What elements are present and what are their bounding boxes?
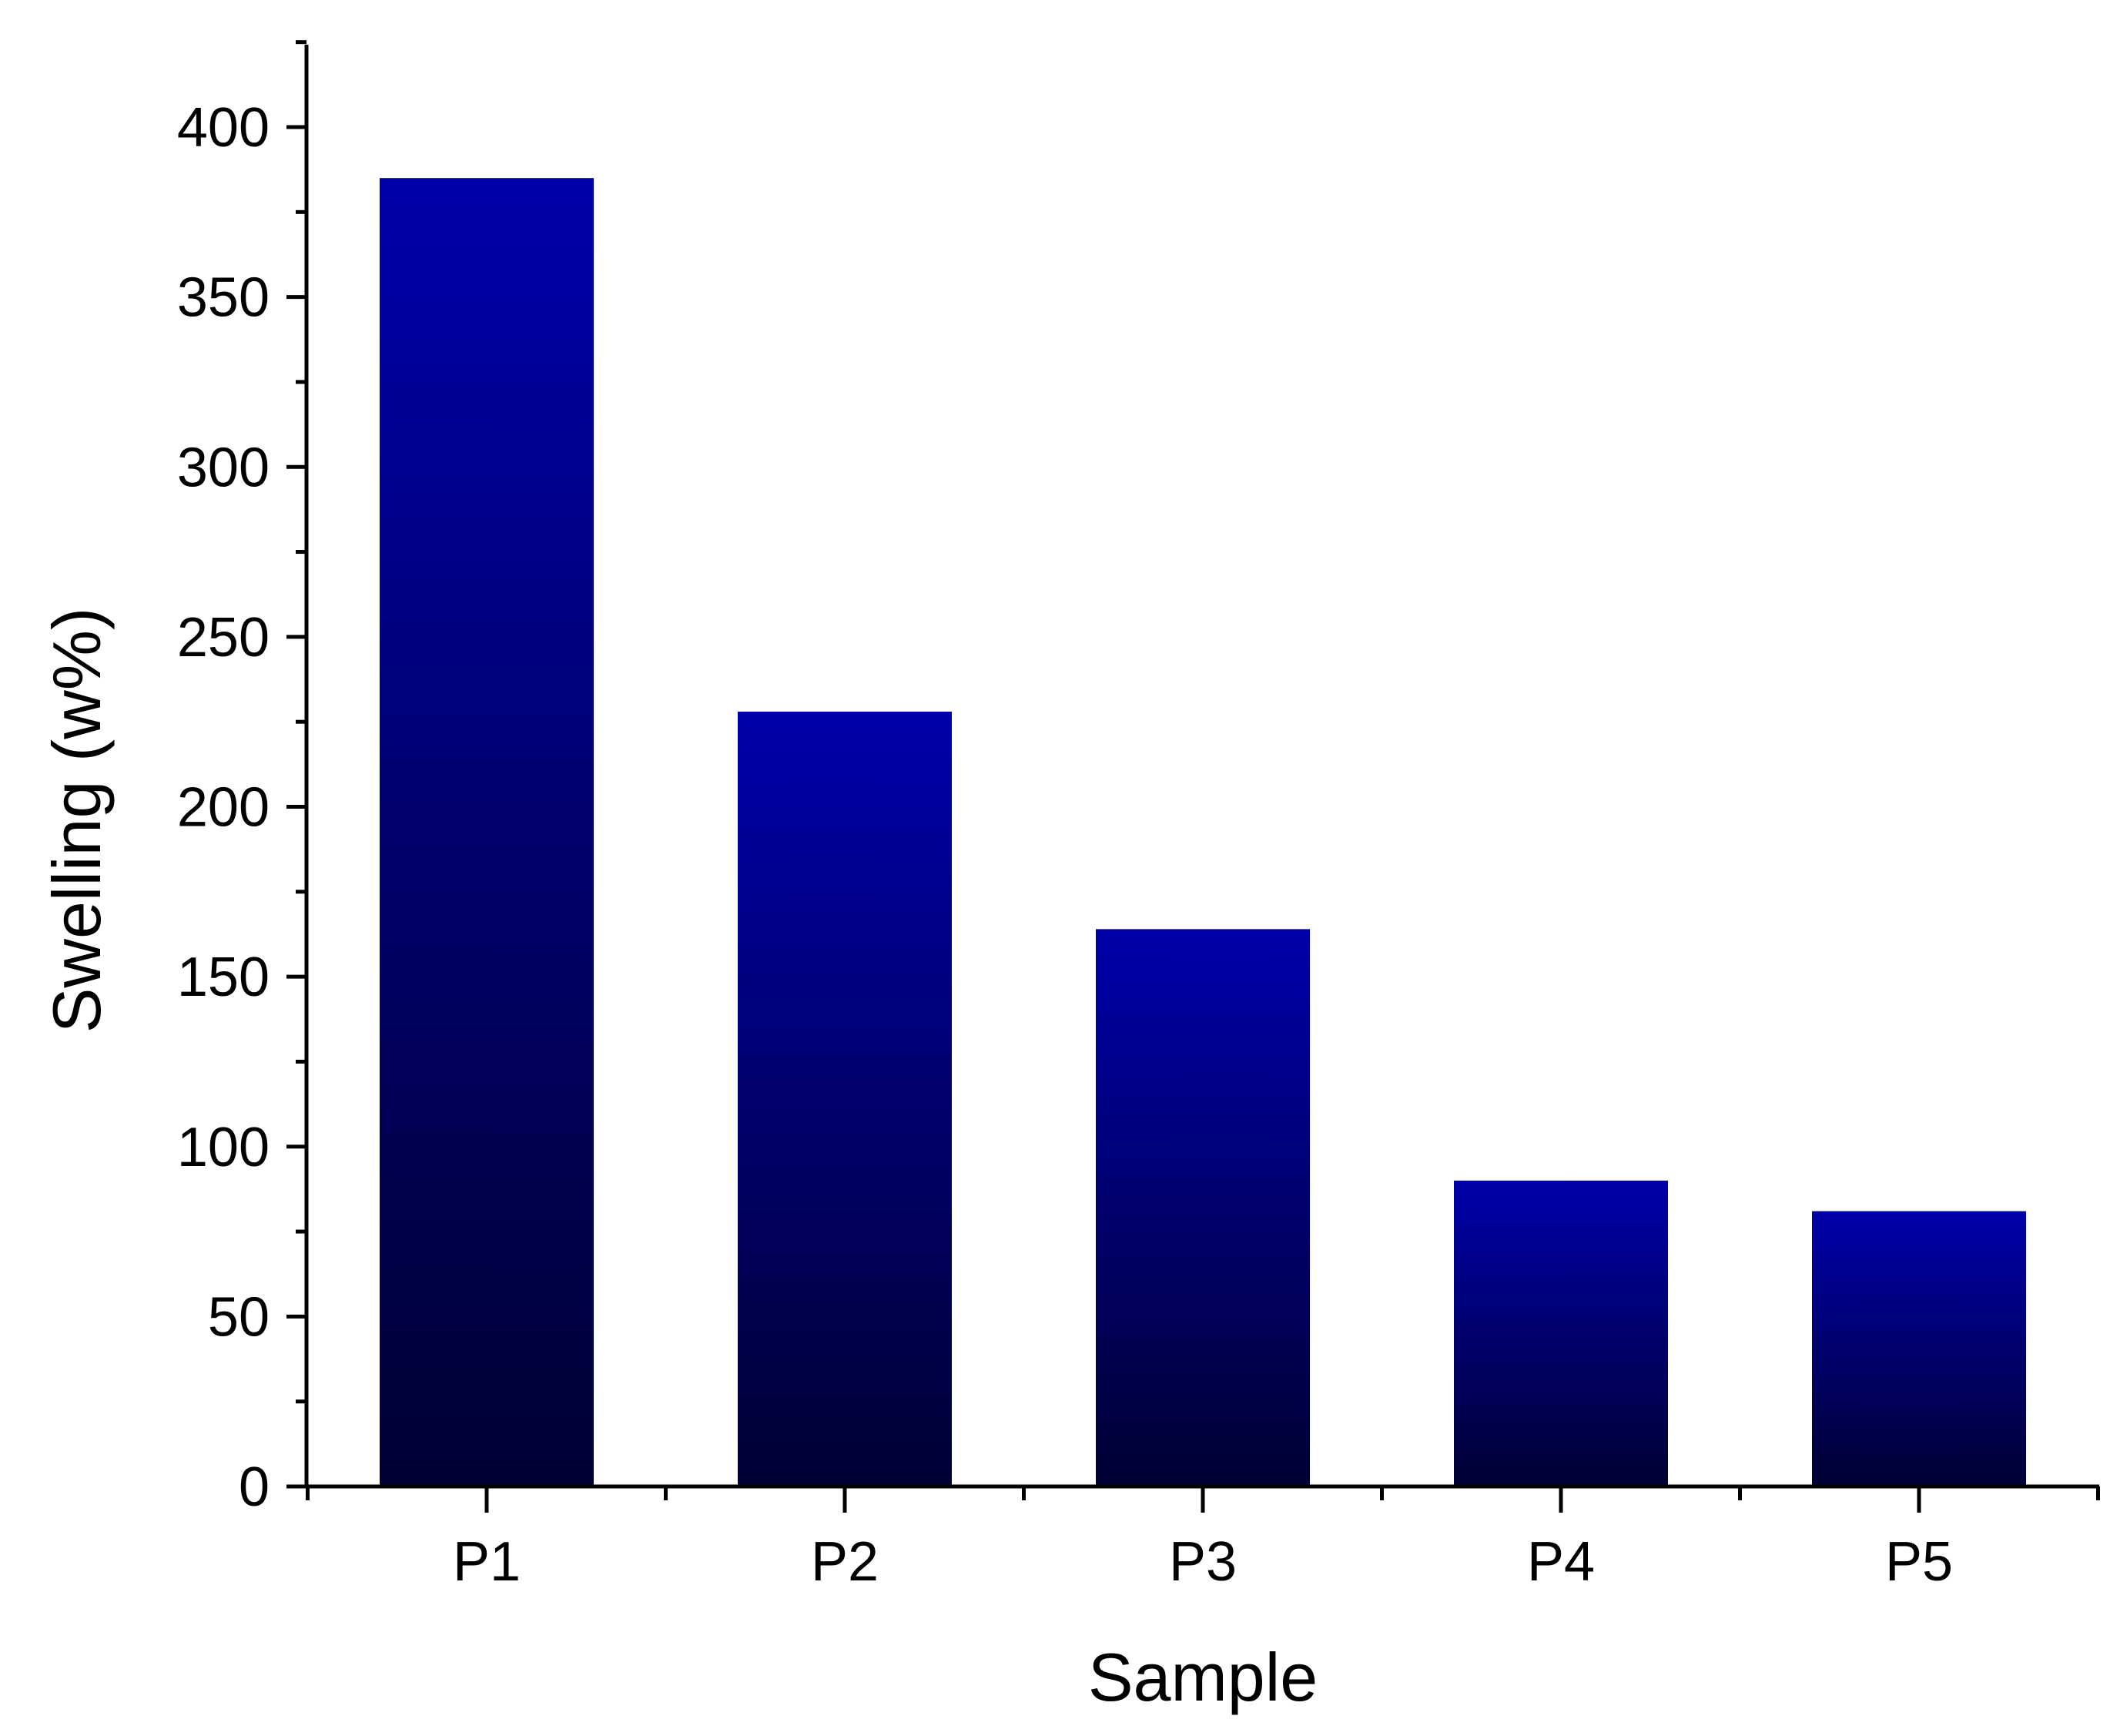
x-axis-title: Sample <box>1088 1639 1318 1715</box>
y-tick-label: 100 <box>177 1117 270 1178</box>
x-tick-label-p4: P4 <box>1527 1531 1595 1593</box>
bar-p4 <box>1454 1180 1668 1486</box>
y-axis-title: Swelling (w%) <box>39 608 115 1034</box>
bar-p3 <box>1096 929 1310 1486</box>
bars-group <box>380 178 2026 1486</box>
x-tick-label-p5: P5 <box>1885 1531 1953 1593</box>
y-tick-label: 150 <box>177 947 270 1008</box>
y-tick-label: 250 <box>177 607 270 669</box>
y-tick-label: 300 <box>177 437 270 498</box>
y-ticks-group: 0 50 100 150 200 250 300 350 400 <box>177 40 306 1518</box>
y-tick-label: 400 <box>177 97 270 159</box>
bar-p1 <box>380 178 594 1486</box>
bar-p5 <box>1812 1211 2026 1486</box>
y-tick-label: 0 <box>239 1456 270 1518</box>
y-tick-label: 200 <box>177 777 270 839</box>
x-ticks-group: P1 P2 P3 P4 P5 <box>306 1486 2100 1593</box>
x-tick-label-p3: P3 <box>1169 1531 1237 1593</box>
y-tick-label: 50 <box>208 1286 270 1348</box>
x-tick-label-p1: P1 <box>453 1531 521 1593</box>
y-tick-label: 350 <box>177 267 270 329</box>
x-tick-label-p2: P2 <box>811 1531 879 1593</box>
bar-p2 <box>738 711 952 1486</box>
